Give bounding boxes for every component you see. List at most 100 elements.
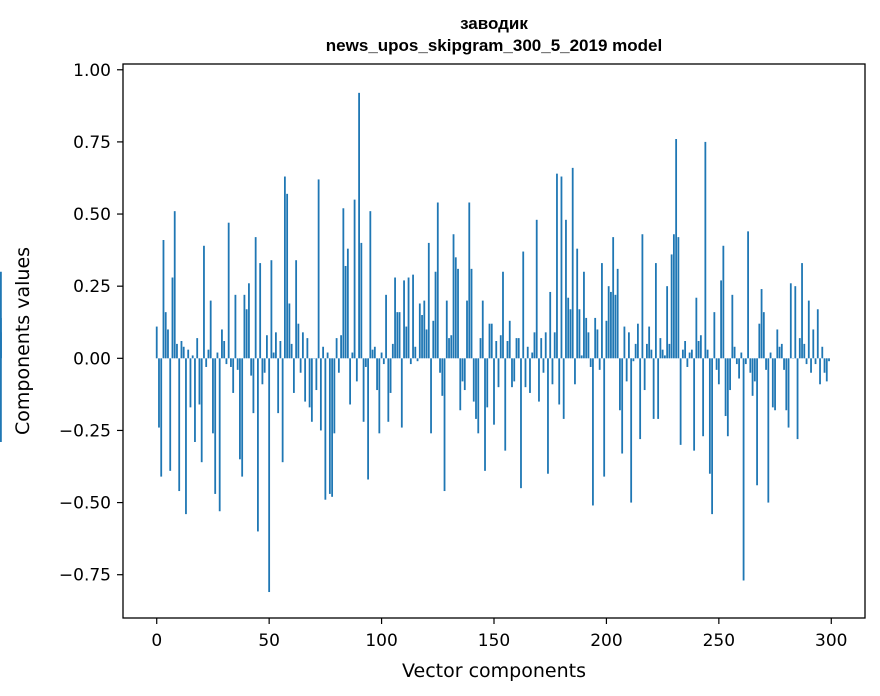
bar [301,332,304,359]
bar [430,358,432,434]
bar [778,346,781,359]
bar [616,268,619,359]
bar [688,352,691,359]
bar [713,312,716,359]
bar [535,219,538,359]
x-tick-label: 50 [258,631,280,651]
bar [495,341,498,359]
bar [663,355,666,359]
bar [432,320,435,359]
bar [275,332,277,359]
bar [562,358,565,419]
bar [780,343,783,359]
bar [218,358,221,512]
bar [756,358,758,486]
bar [180,341,183,359]
bar [167,329,169,359]
bar [295,260,298,359]
x-tick-label: 0 [151,631,162,651]
bar [160,358,163,477]
bar [522,251,525,359]
bar [239,358,241,460]
y-tick-label: −0.25 [59,421,111,441]
bar [515,338,518,359]
bar [567,297,570,359]
bar [657,358,660,419]
bar [592,358,594,506]
bar [342,208,345,359]
bar-series [0,92,830,593]
bar [371,349,374,359]
bar [765,358,767,370]
bar [513,358,516,382]
bar [506,341,509,359]
bar [299,358,302,373]
bar [531,352,534,359]
bar [207,349,210,359]
bar [425,329,428,359]
bar [605,320,608,359]
bar [632,358,635,362]
bar [630,358,633,503]
bar [472,358,475,402]
bar [178,358,181,492]
bar [603,358,606,477]
bar [268,358,271,593]
y-axis-ticks: −0.75 −0.50 −0.25 0.00 0.25 0.50 0.75 1.00 [59,61,123,586]
bar [369,211,372,359]
bar [715,358,718,370]
bar [783,358,785,370]
chart-subtitle: news_upos_skipgram_300_5_2019 model [326,36,662,55]
y-tick-label: 0.00 [73,349,111,369]
bar [459,358,462,411]
bar [722,245,725,359]
bar [693,358,696,451]
bar [396,312,399,359]
bar [742,358,745,581]
bar [337,358,340,373]
bar [549,291,552,359]
bar [254,237,257,359]
bar [758,323,761,359]
bar [544,332,547,359]
bar [612,237,615,359]
bar [360,242,363,359]
bar [641,234,644,359]
bar [661,349,664,359]
bar [227,222,230,359]
bar [221,329,223,359]
bar [774,358,776,411]
bar [362,358,365,422]
bar [349,358,351,405]
bar [798,338,801,359]
bar [614,294,617,359]
y-tick-label: 0.75 [73,133,111,153]
bar [529,358,531,393]
bar [351,352,354,359]
bar [452,234,455,359]
bar [823,358,826,373]
bar [634,343,637,359]
bar [270,260,273,359]
bar [403,280,405,359]
bar [639,358,642,440]
bar [319,358,322,431]
bar [650,349,653,359]
bar [232,358,235,393]
bar [574,358,576,385]
bar [738,358,740,379]
bar [257,358,259,532]
bar [344,265,347,359]
bar [619,358,621,411]
bar [162,240,165,359]
bar [762,312,765,359]
bar [297,323,300,359]
bar [646,343,648,359]
bar [382,358,385,365]
bar [565,219,567,359]
bar [387,358,390,422]
bar [234,294,237,359]
bar [558,358,561,405]
bar [407,277,410,359]
bar [477,358,480,434]
